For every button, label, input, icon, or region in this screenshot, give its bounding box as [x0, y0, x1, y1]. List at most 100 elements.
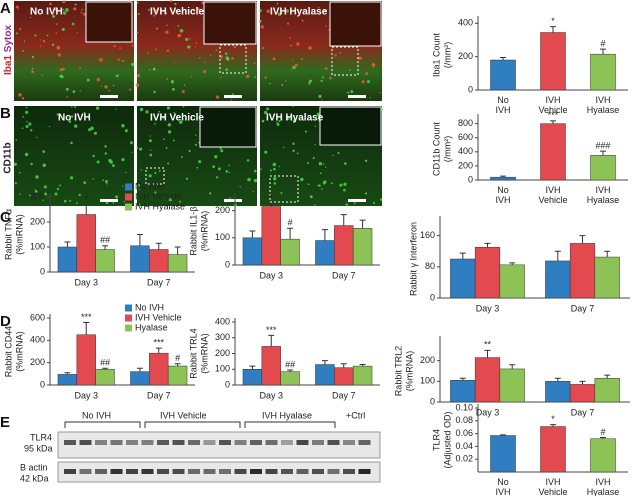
cell — [194, 143, 197, 146]
y-tick-label: 0 — [430, 292, 435, 302]
y-tick-label: 0 — [40, 266, 45, 276]
cell — [190, 76, 193, 78]
cell — [259, 9, 262, 12]
cell — [57, 53, 61, 57]
cell — [296, 152, 299, 155]
legend-label: Hyalase — [135, 322, 168, 332]
cell — [148, 139, 152, 143]
cell — [301, 19, 304, 22]
cell — [154, 48, 157, 51]
cell — [280, 191, 283, 195]
cell — [158, 169, 161, 172]
bar — [57, 246, 78, 273]
cell — [139, 107, 144, 112]
cell — [150, 149, 152, 151]
cell — [55, 32, 58, 34]
cell — [216, 176, 219, 179]
cell — [307, 161, 309, 164]
cell — [82, 12, 86, 16]
y-axis-label: (%mRNA) — [199, 211, 209, 252]
bar — [76, 334, 96, 386]
cell — [231, 93, 234, 95]
cell — [163, 138, 165, 141]
legend-label: No IVH — [135, 302, 164, 312]
error-bar — [550, 26, 556, 33]
significance: * — [551, 16, 555, 26]
cell — [366, 80, 370, 84]
blot-group: No IVH — [82, 410, 111, 420]
cell — [96, 78, 101, 82]
cell — [281, 84, 284, 86]
band — [141, 440, 154, 445]
cell — [212, 165, 216, 169]
cell — [260, 168, 262, 171]
cell — [173, 111, 175, 114]
cell — [289, 37, 291, 40]
bar — [490, 176, 516, 181]
cell — [177, 24, 180, 27]
cell — [276, 121, 278, 124]
cell — [318, 6, 320, 9]
cell — [167, 123, 172, 127]
cell — [323, 163, 325, 165]
cell — [228, 164, 230, 167]
cell — [62, 67, 65, 71]
x-tick-label: Day 3 — [259, 390, 283, 400]
cell — [70, 141, 73, 145]
cell — [48, 125, 51, 128]
bar — [261, 346, 281, 386]
cell — [140, 169, 143, 171]
cell — [228, 171, 231, 174]
cell — [113, 44, 116, 48]
cell — [292, 142, 295, 145]
y-tick-label: 400 — [458, 146, 473, 156]
cell — [294, 63, 298, 67]
y-tick-label: 0 — [468, 174, 473, 184]
band — [281, 440, 293, 445]
cell — [73, 7, 77, 11]
cell — [285, 80, 287, 82]
blot-group: +Ctrl — [346, 410, 365, 420]
bar — [167, 254, 188, 273]
cell — [343, 188, 346, 192]
cell — [168, 197, 173, 202]
cell — [224, 52, 228, 55]
cell — [314, 204, 316, 206]
cell — [25, 106, 28, 109]
legend-label: IVH Vehicle — [135, 191, 182, 201]
y-tick-label: 300 — [30, 191, 45, 201]
band-size: 95 kDa — [24, 443, 53, 453]
significance: * — [84, 194, 88, 204]
panel-letter: B — [0, 105, 11, 122]
cell — [111, 164, 115, 167]
cell — [309, 117, 312, 120]
cell — [70, 115, 74, 118]
cell — [185, 37, 189, 41]
cell — [292, 65, 296, 70]
cell — [277, 12, 282, 16]
cell — [378, 91, 381, 94]
error-bar — [579, 235, 586, 244]
y-axis-label: (%mRNA) — [14, 214, 24, 255]
cell — [350, 90, 354, 94]
cell — [266, 107, 270, 111]
micrographs — [13, 0, 383, 207]
y-tick-label: 0.10 — [455, 402, 473, 412]
y-tick-label: 200 — [215, 205, 230, 215]
cell — [296, 42, 300, 46]
cell — [330, 182, 333, 185]
x-tick-label: IVH Hyalase — [587, 185, 620, 205]
cell — [173, 61, 175, 64]
cell — [290, 44, 292, 47]
cell — [163, 196, 165, 198]
band — [188, 440, 200, 445]
band — [95, 469, 107, 474]
cell — [137, 1, 139, 4]
cell — [74, 3, 77, 6]
x-tick-label: Day 3 — [259, 270, 283, 280]
cell — [325, 67, 328, 70]
cell — [166, 49, 170, 52]
band — [265, 440, 278, 445]
bar — [280, 238, 300, 266]
bar — [540, 32, 566, 91]
